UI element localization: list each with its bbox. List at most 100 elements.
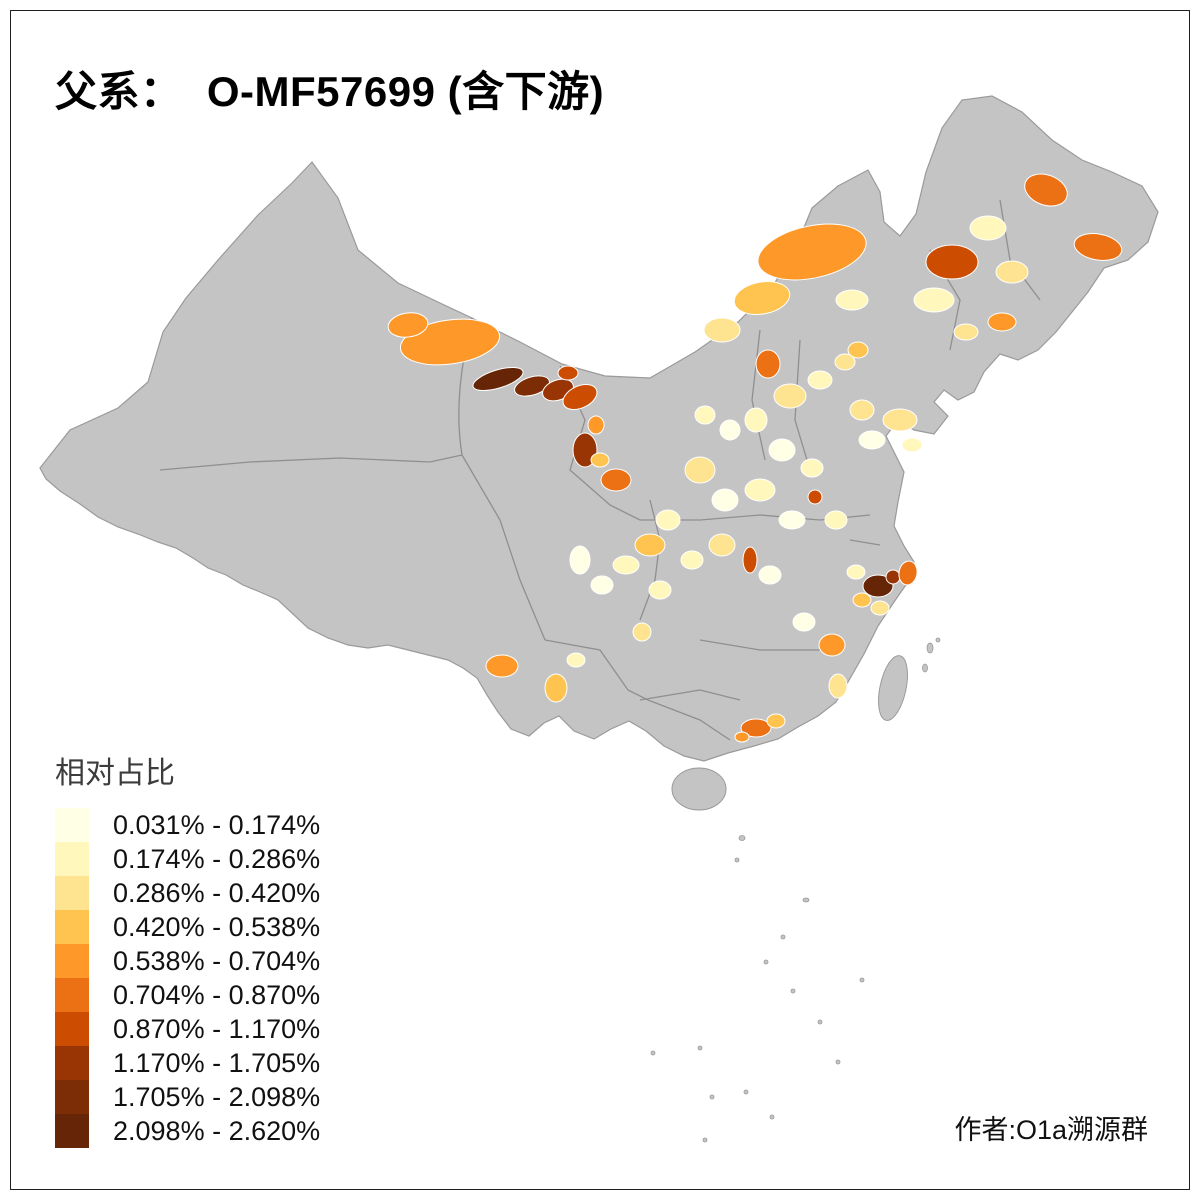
region [807, 489, 823, 505]
region [399, 318, 501, 366]
region [913, 287, 955, 313]
region [680, 550, 704, 570]
region [807, 370, 833, 390]
colored-prefectures [387, 173, 1123, 743]
region [862, 574, 894, 598]
region [925, 244, 979, 280]
region [590, 575, 614, 595]
legend-label: 1.170% - 1.705% [113, 1048, 321, 1078]
region [600, 468, 632, 492]
region [703, 317, 741, 343]
region [1073, 233, 1123, 261]
region [472, 367, 524, 391]
hainan-island [671, 767, 727, 811]
region [514, 375, 550, 397]
legend-label: 0.031% - 0.174% [113, 810, 321, 840]
legend-swatch [55, 1012, 89, 1046]
region [818, 633, 846, 657]
legend-row: 0.286% - 0.420% [55, 876, 320, 910]
legend-row: 0.704% - 0.870% [55, 978, 320, 1012]
legend-label: 0.538% - 0.704% [113, 946, 321, 976]
legend-row: 2.098% - 2.620% [55, 1114, 320, 1148]
region [742, 546, 758, 574]
legend-swatch [55, 842, 89, 876]
region [768, 438, 796, 462]
region [800, 458, 824, 478]
region [587, 415, 605, 435]
region [655, 509, 681, 531]
region [590, 452, 610, 468]
region [632, 622, 652, 642]
legend-label: 0.704% - 0.870% [113, 980, 321, 1010]
region [953, 323, 979, 341]
region [987, 312, 1017, 332]
region [901, 437, 923, 453]
region [694, 405, 716, 425]
region [744, 407, 768, 433]
legend-label: 0.420% - 0.538% [113, 912, 321, 942]
region [757, 223, 867, 281]
legend: 相对占比 0.031% - 0.174% 0.174% - 0.286% 0.2… [55, 748, 320, 1148]
region [852, 592, 872, 608]
region [898, 560, 918, 586]
legend-row: 1.705% - 2.098% [55, 1080, 320, 1114]
page-title: 父系： O-MF57699 (含下游) [55, 68, 605, 115]
region [708, 533, 736, 557]
region [969, 215, 1007, 241]
region [778, 510, 806, 530]
region [719, 419, 741, 441]
region [824, 510, 848, 530]
legend-swatch [55, 876, 89, 910]
region [755, 349, 781, 379]
region [485, 654, 519, 678]
region [995, 260, 1029, 284]
region [849, 399, 875, 421]
legend-swatch [55, 1046, 89, 1080]
region [711, 488, 739, 512]
legend-label: 0.870% - 1.170% [113, 1014, 321, 1044]
legend-swatch [55, 978, 89, 1012]
legend-row: 0.420% - 0.538% [55, 910, 320, 944]
region [569, 545, 591, 575]
legend-row: 0.870% - 1.170% [55, 1012, 320, 1046]
region [773, 383, 807, 409]
legend-label: 1.705% - 2.098% [113, 1082, 321, 1112]
region [792, 612, 816, 632]
region [846, 564, 866, 580]
taiwan-island [878, 655, 908, 721]
legend-swatch [55, 944, 89, 978]
legend-swatch [55, 910, 89, 944]
region [828, 673, 848, 699]
region [562, 383, 598, 411]
region [744, 478, 776, 502]
legend-swatch [55, 1114, 89, 1148]
legend-row: 1.170% - 1.705% [55, 1046, 320, 1080]
legend-label: 0.286% - 0.420% [113, 878, 321, 908]
region [648, 580, 672, 600]
region [885, 569, 901, 585]
region [734, 731, 750, 743]
region [566, 652, 586, 668]
region [387, 312, 429, 338]
region [1024, 173, 1068, 207]
legend-swatch [55, 1080, 89, 1114]
attribution-text: 作者:O1a溯源群 [954, 1115, 1148, 1145]
region [858, 430, 886, 450]
region [634, 533, 666, 557]
legend-label: 0.174% - 0.286% [113, 844, 321, 874]
region [834, 353, 856, 371]
region [684, 456, 716, 484]
region [740, 718, 772, 738]
region [847, 341, 869, 359]
legend-row: 0.174% - 0.286% [55, 842, 320, 876]
legend-swatch [55, 808, 89, 842]
region [612, 555, 640, 575]
region [882, 408, 918, 432]
legend-title: 相对占比 [55, 757, 175, 790]
region [870, 600, 890, 616]
legend-row: 0.538% - 0.704% [55, 944, 320, 978]
region [758, 565, 782, 585]
region [544, 673, 568, 703]
